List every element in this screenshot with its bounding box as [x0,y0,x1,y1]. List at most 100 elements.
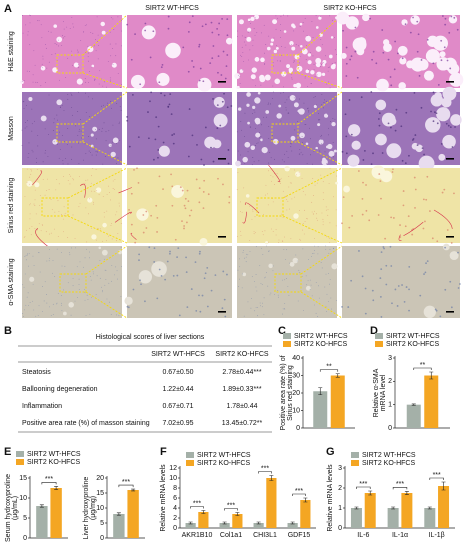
tissue-texture [259,137,261,139]
tissue-texture [425,262,427,265]
tissue-texture [327,67,329,68]
tissue-texture [221,100,224,103]
tissue-texture [212,98,214,100]
tissue-texture [75,125,76,127]
tissue-texture [390,216,393,219]
tissue-texture [315,146,318,150]
tissue-texture [51,209,53,211]
tissue-texture [113,188,115,190]
tissue-texture [71,158,73,160]
tissue-texture [252,45,254,47]
tissue-texture [36,82,38,83]
tissue-texture [252,157,254,158]
tissue-texture [134,241,137,244]
tissue-texture [120,109,122,111]
tissue-texture [288,176,290,177]
tissue-texture [291,78,293,80]
column-header: SIRT2 WT-HFCS [145,5,199,12]
tissue-texture [26,70,28,72]
tissue-texture [247,32,249,33]
x-tick-label: IL-6 [357,532,369,539]
tissue-texture [95,154,97,156]
tissue-texture [332,196,334,198]
panel-label: F [160,446,167,458]
zoom-box [271,123,299,143]
tissue-texture [184,207,187,210]
tissue-texture [25,122,26,124]
tissue-texture [77,49,79,51]
tissue-texture [35,81,37,83]
tissue-texture [116,240,117,242]
tissue-texture [158,175,161,178]
tissue-texture [289,208,291,210]
tissue-texture [430,110,432,113]
tissue-texture [126,23,129,26]
tissue-texture [391,171,394,173]
tissue-texture [442,15,444,17]
legend-swatch [283,341,291,347]
tissue-texture [179,186,182,189]
tissue-texture [117,16,119,18]
tissue-texture [115,214,117,216]
tissue-texture [416,144,419,147]
tissue-texture [121,30,123,32]
tissue-texture [112,141,113,143]
tissue-texture [20,80,24,84]
tissue-texture [282,240,283,242]
tissue-texture [325,273,327,275]
tissue-texture [167,15,170,18]
tissue-texture [302,223,304,224]
tissue-texture [35,228,50,248]
tissue-texture [137,136,140,139]
tissue-texture [28,142,30,144]
tissue-texture [105,131,107,133]
tissue-texture [419,294,422,297]
tissue-texture [451,146,454,148]
tissue-texture [34,228,36,229]
tissue-texture [249,240,251,241]
tissue-texture [188,108,191,110]
tissue-texture [110,80,111,82]
tissue-texture [90,276,91,277]
tissue-texture [201,294,204,297]
tissue-texture [237,30,239,32]
tissue-texture [171,204,174,207]
tissue-texture [401,284,403,286]
tissue-texture [253,161,255,163]
tissue-texture [74,238,76,240]
tissue-texture [248,59,249,61]
tissue-texture [293,61,295,63]
tissue-texture [307,107,309,109]
y-tick-label: 10 [292,407,300,414]
tissue-texture [46,302,48,304]
tissue-texture [40,230,42,232]
tissue-texture [75,247,76,249]
tissue-texture [33,265,35,266]
tissue-texture [45,47,47,49]
tissue-texture [380,197,382,200]
tissue-texture [426,38,429,41]
panel-label: G [326,446,335,458]
tissue-texture [322,60,327,64]
tissue-texture [280,16,282,18]
tissue-texture [423,153,425,156]
tissue-texture [27,31,29,33]
row-label: H&E staining [8,31,15,72]
tissue-texture [60,106,61,108]
tissue-texture [22,316,24,317]
tissue-texture [64,212,66,214]
tissue-texture [310,138,311,140]
tissue-texture [72,23,74,25]
tissue-texture [404,23,407,26]
tissue-texture [60,302,62,304]
tissue-texture [153,261,156,263]
tissue-texture [216,127,219,130]
tissue-texture [90,31,92,33]
tissue-texture [287,15,289,17]
tissue-texture [169,250,171,253]
tissue-texture [311,253,313,255]
tissue-texture [268,263,273,269]
tissue-texture [204,23,207,26]
tissue-texture [52,260,54,261]
tissue-texture [108,282,110,284]
